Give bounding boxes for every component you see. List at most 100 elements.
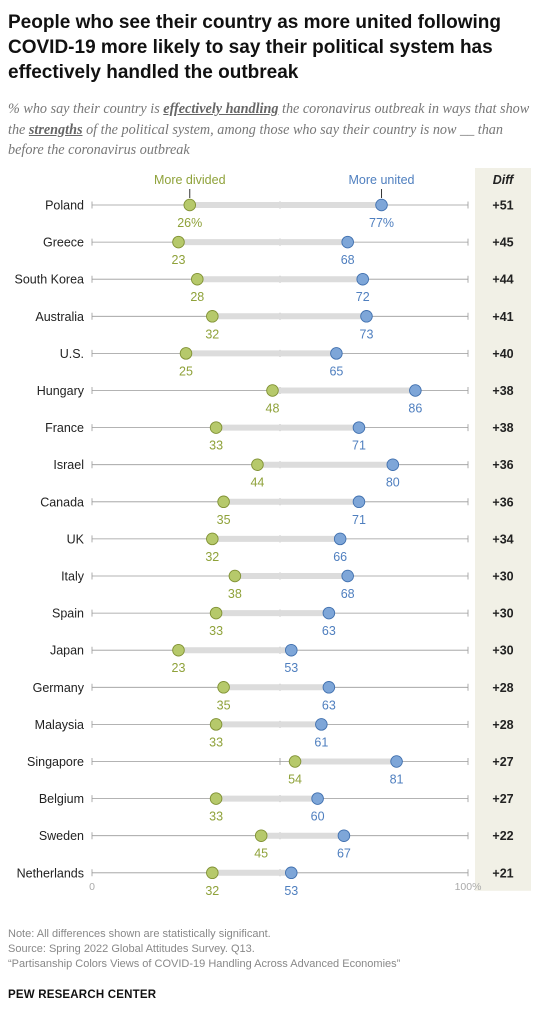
dot-more-united (352, 495, 366, 509)
report-title-text: “Partisanship Colors Views of COVID-19 H… (8, 958, 401, 970)
value-label-united: 61 (314, 735, 328, 749)
country-label: Canada (40, 495, 84, 509)
country-label: Singapore (27, 755, 84, 769)
value-label-united: 73 (360, 327, 374, 341)
value-label-divided: 26% (177, 216, 202, 230)
country-label: Greece (43, 236, 84, 250)
value-label-united: 60 (311, 810, 325, 824)
dot-more-united (390, 755, 403, 768)
diff-value: +27 (492, 792, 513, 806)
country-label: Malaysia (35, 718, 84, 732)
chart-subtitle: % who say their country is effectively h… (8, 99, 533, 161)
country-label: Australia (35, 310, 84, 324)
value-label-united: 63 (322, 698, 336, 712)
value-label-united: 71 (352, 513, 366, 527)
dot-more-divided (172, 643, 185, 657)
diff-value: +27 (492, 755, 513, 769)
diff-value: +21 (492, 866, 513, 880)
dot-more-united (409, 384, 422, 397)
dot-more-united (356, 272, 369, 286)
country-label: France (45, 421, 84, 435)
value-label-united: 71 (352, 439, 366, 453)
dot-more-divided (191, 272, 204, 286)
legend-more-united: More united (349, 173, 415, 187)
country-label: Netherlands (17, 866, 84, 880)
dot-more-divided (172, 235, 185, 249)
value-label-divided: 32 (205, 550, 219, 564)
dot-more-divided (209, 792, 223, 805)
dot-more-divided (251, 458, 264, 471)
source-text: Source: Spring 2022 Global Attitudes Sur… (8, 943, 255, 955)
diff-value: +45 (492, 236, 513, 250)
dot-more-divided (254, 829, 268, 842)
dot-more-divided (183, 198, 197, 212)
dot-more-united (337, 829, 351, 842)
dot-more-united (360, 310, 373, 323)
value-label-united: 53 (284, 661, 298, 675)
diff-value: +22 (492, 829, 513, 843)
value-label-divided: 25 (179, 364, 193, 378)
diff-value: +34 (492, 532, 513, 546)
country-label: Poland (45, 199, 84, 213)
dot-more-united (311, 792, 324, 805)
diff-value: +51 (492, 199, 513, 213)
diff-value: +41 (492, 310, 513, 324)
dot-more-divided (209, 718, 223, 731)
diff-column-background (475, 168, 531, 891)
dot-more-united (333, 532, 347, 546)
dot-more-divided (206, 532, 219, 546)
subtitle-emphasis: strengths (28, 121, 83, 138)
country-label: Japan (50, 644, 84, 658)
chart-title: People who see their country as more uni… (8, 12, 502, 83)
value-label-divided: 38 (228, 587, 242, 601)
country-label: Italy (61, 570, 85, 584)
value-label-united: 63 (322, 624, 336, 638)
dot-more-united (352, 421, 366, 434)
dot-more-united (330, 347, 343, 360)
country-label: U.S. (60, 347, 84, 361)
value-label-united: 77% (369, 216, 394, 230)
country-label: Israel (53, 458, 84, 472)
dot-more-divided (206, 866, 219, 880)
value-label-united: 80 (386, 476, 400, 490)
diff-value: +28 (492, 718, 513, 732)
x-tick-label-100: 100% (455, 881, 482, 893)
diff-value: +30 (492, 570, 513, 584)
country-label: South Korea (15, 273, 85, 287)
subtitle-emphasis: effectively handling (163, 101, 279, 117)
value-label-divided: 54 (288, 773, 302, 787)
value-label-united: 68 (341, 253, 355, 267)
country-label: Sweden (39, 829, 84, 843)
diff-value: +36 (492, 458, 513, 472)
value-label-united: 53 (284, 884, 298, 898)
value-label-divided: 35 (217, 698, 231, 712)
country-label: Belgium (39, 792, 84, 806)
dot-more-divided (217, 681, 230, 694)
diff-value: +38 (492, 421, 513, 435)
diff-value: +36 (492, 495, 513, 509)
note-text: Note: All differences shown are statisti… (8, 928, 271, 940)
dot-more-united (386, 458, 400, 471)
dot-more-divided (228, 569, 242, 583)
value-label-divided: 33 (209, 624, 223, 638)
value-label-united: 86 (408, 402, 422, 416)
subtitle-part: of the political system, among those who… (8, 121, 503, 159)
dot-more-united (341, 569, 354, 583)
value-label-united: 68 (341, 587, 355, 601)
dot-more-united (341, 235, 354, 249)
dot-more-divided (288, 755, 302, 768)
dot-plot-chart: Diff More divided More united Poland 26% 77% +… (15, 168, 531, 898)
subtitle-part: the coronavirus outbreak in ways that sh… (8, 101, 530, 138)
dot-more-divided (206, 310, 219, 323)
value-label-divided: 45 (254, 847, 268, 861)
value-label-united: 67 (337, 847, 351, 861)
legend-more-divided: More divided (154, 173, 226, 187)
diff-value: +40 (492, 347, 513, 361)
diff-value: +30 (492, 644, 513, 658)
value-label-divided: 33 (209, 735, 223, 749)
value-label-divided: 23 (172, 253, 186, 267)
value-label-divided: 28 (190, 290, 204, 304)
dot-more-divided (209, 421, 223, 434)
country-label: Hungary (37, 384, 85, 398)
x-tick-label-0: 0 (89, 881, 95, 893)
